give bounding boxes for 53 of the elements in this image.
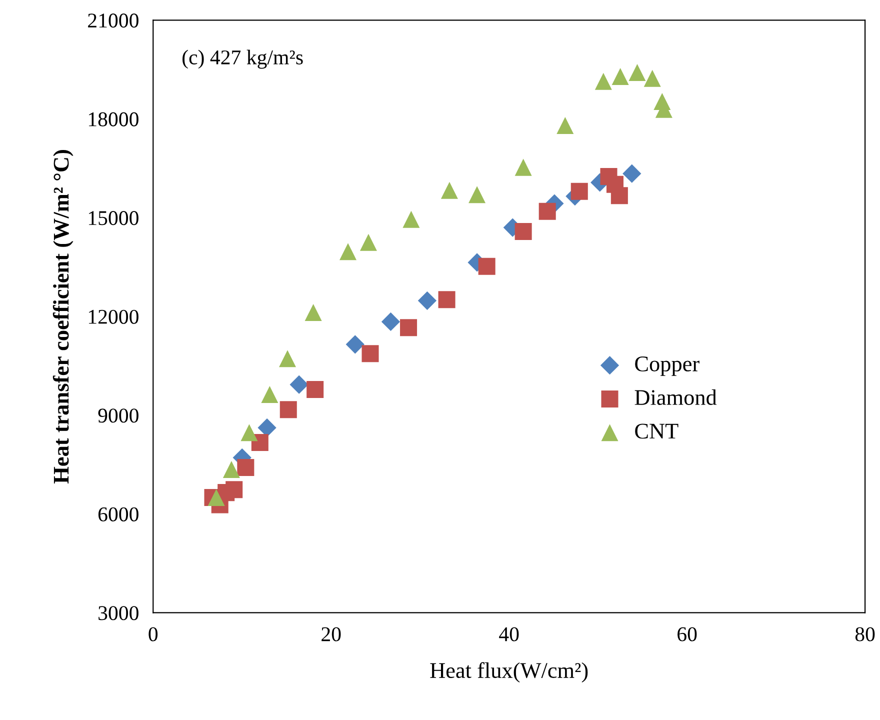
x-tick-label: 40	[499, 627, 519, 642]
y-axis-title: Heat transfer coefficient (W/m² °C)	[52, 150, 74, 484]
y-tick-label: 15000	[88, 211, 138, 226]
y-tick-label: 6000	[98, 507, 138, 522]
point	[304, 304, 322, 321]
y-tick-label: 21000	[88, 14, 138, 28]
point	[622, 164, 642, 183]
point	[418, 291, 437, 310]
x-tick-label: 0	[148, 627, 158, 642]
point	[644, 70, 661, 87]
x-axis-title: Heat flux(W/cm²)	[430, 662, 588, 683]
point	[514, 158, 532, 176]
point	[594, 72, 612, 90]
point	[438, 291, 456, 308]
legend-label: CNT	[635, 424, 678, 439]
y-tick-label: 12000	[88, 310, 138, 324]
point	[278, 350, 296, 368]
point	[570, 182, 588, 200]
point	[514, 223, 532, 240]
point	[440, 182, 458, 199]
point	[261, 386, 278, 403]
point	[226, 481, 243, 498]
point	[306, 381, 324, 398]
point	[258, 418, 276, 438]
point	[538, 202, 556, 220]
y-tick-label: 3000	[98, 606, 138, 620]
annotation: (c) 427 kg/m²s	[182, 50, 303, 69]
point	[222, 461, 240, 478]
point	[628, 64, 646, 82]
point	[340, 243, 357, 260]
point	[381, 312, 400, 332]
point	[478, 258, 496, 275]
point	[402, 210, 420, 228]
point	[280, 401, 297, 418]
y-tick-label: 9000	[98, 408, 138, 423]
point	[612, 68, 629, 85]
y-tick-label: 18000	[88, 112, 138, 126]
point	[362, 345, 379, 362]
point	[360, 234, 377, 251]
point	[400, 319, 418, 336]
point	[346, 335, 364, 354]
point	[240, 424, 258, 442]
point	[208, 488, 225, 506]
point	[237, 459, 254, 476]
point	[556, 117, 574, 134]
x-tick-label: 20	[322, 627, 341, 642]
point	[468, 186, 486, 204]
point	[610, 187, 628, 204]
x-tick-label: 80	[855, 627, 875, 642]
legend-label: Copper	[635, 356, 700, 376]
x-tick-label: 60	[678, 627, 697, 642]
legend-label: Diamond	[634, 389, 717, 406]
point	[290, 375, 308, 394]
